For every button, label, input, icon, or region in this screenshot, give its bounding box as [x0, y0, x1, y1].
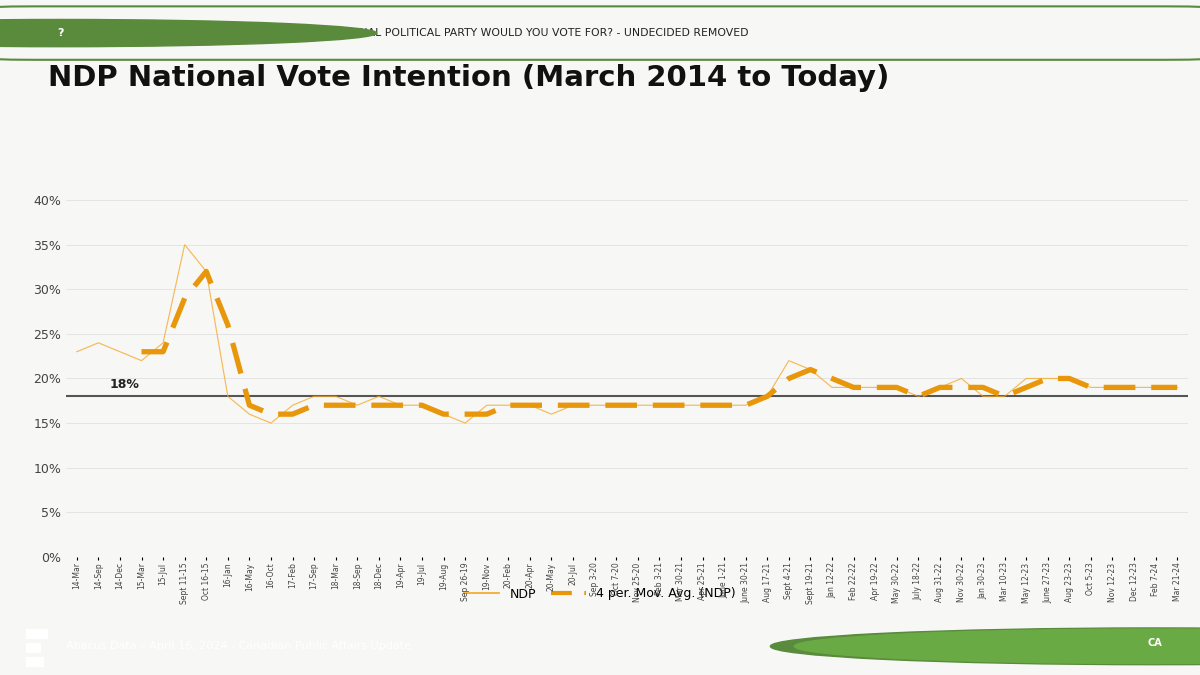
- Text: 18%: 18%: [109, 378, 139, 391]
- Circle shape: [794, 629, 1200, 664]
- Bar: [26, 629, 48, 639]
- Legend: NDP, 4 per. Mov. Avg. (NDP): NDP, 4 per. Mov. Avg. (NDP): [460, 583, 740, 605]
- Text: NDP National Vote Intention (March 2014 to Today): NDP National Vote Intention (March 2014 …: [48, 64, 889, 92]
- Circle shape: [770, 628, 1200, 665]
- Bar: [26, 643, 41, 653]
- FancyBboxPatch shape: [0, 6, 1200, 60]
- Circle shape: [0, 20, 377, 47]
- Bar: [26, 657, 44, 667]
- Text: Abacus Data – April 16, 2024 - Canadian Public Affairs Update: Abacus Data – April 16, 2024 - Canadian …: [66, 641, 410, 651]
- Text: —data: —data: [1063, 651, 1098, 662]
- Text: abacus: abacus: [1060, 634, 1098, 645]
- Text: CA: CA: [1147, 639, 1162, 649]
- Text: IF AN ELECTION WAS HELD TODAY, WHICH NATIONAL POLITICAL PARTY WOULD YOU VOTE FOR: IF AN ELECTION WAS HELD TODAY, WHICH NAT…: [90, 28, 749, 38]
- Text: ?: ?: [58, 28, 64, 38]
